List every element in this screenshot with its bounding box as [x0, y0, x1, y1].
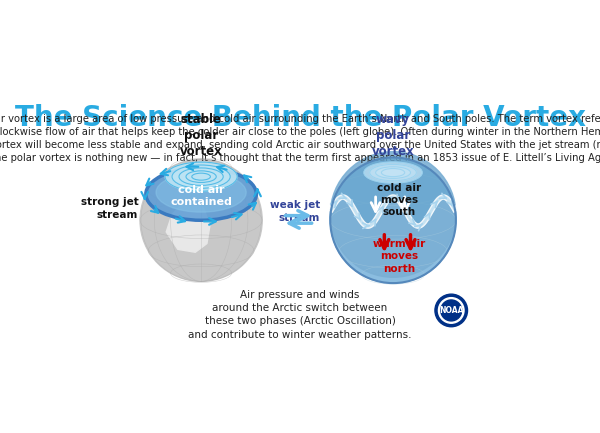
Text: The Science Behind the Polar Vortex: The Science Behind the Polar Vortex — [14, 104, 586, 132]
Ellipse shape — [179, 168, 223, 185]
Circle shape — [441, 300, 462, 321]
Ellipse shape — [364, 162, 422, 183]
Ellipse shape — [376, 167, 410, 178]
Text: weak jet
stream: weak jet stream — [270, 200, 320, 223]
Text: strong jet
stream: strong jet stream — [80, 197, 138, 220]
Circle shape — [330, 152, 456, 277]
Circle shape — [330, 158, 456, 283]
Ellipse shape — [165, 162, 237, 191]
Text: stable
polar
vortex: stable polar vortex — [180, 113, 223, 158]
Text: Air pressure and winds
around the Arctic switch between
these two phases (Arctic: Air pressure and winds around the Arctic… — [188, 290, 412, 339]
Polygon shape — [166, 200, 210, 252]
Circle shape — [439, 297, 464, 323]
Ellipse shape — [192, 173, 211, 180]
Ellipse shape — [172, 165, 230, 188]
Text: cold air
moves
south: cold air moves south — [377, 183, 421, 217]
Ellipse shape — [156, 173, 246, 212]
Circle shape — [140, 159, 262, 281]
Ellipse shape — [382, 168, 405, 177]
Text: NOAA: NOAA — [439, 306, 463, 315]
PathPatch shape — [330, 158, 456, 226]
Text: warm air
moves
north: warm air moves north — [373, 239, 425, 274]
Ellipse shape — [370, 165, 416, 181]
Circle shape — [435, 294, 467, 327]
Ellipse shape — [186, 171, 216, 182]
Text: wavy
polar
vortex: wavy polar vortex — [371, 113, 415, 158]
Ellipse shape — [146, 168, 256, 220]
Text: cold air
contained: cold air contained — [170, 184, 232, 207]
Text: The polar vortex is a large area of low pressure and cold air surrounding the Ea: The polar vortex is a large area of low … — [0, 114, 600, 163]
